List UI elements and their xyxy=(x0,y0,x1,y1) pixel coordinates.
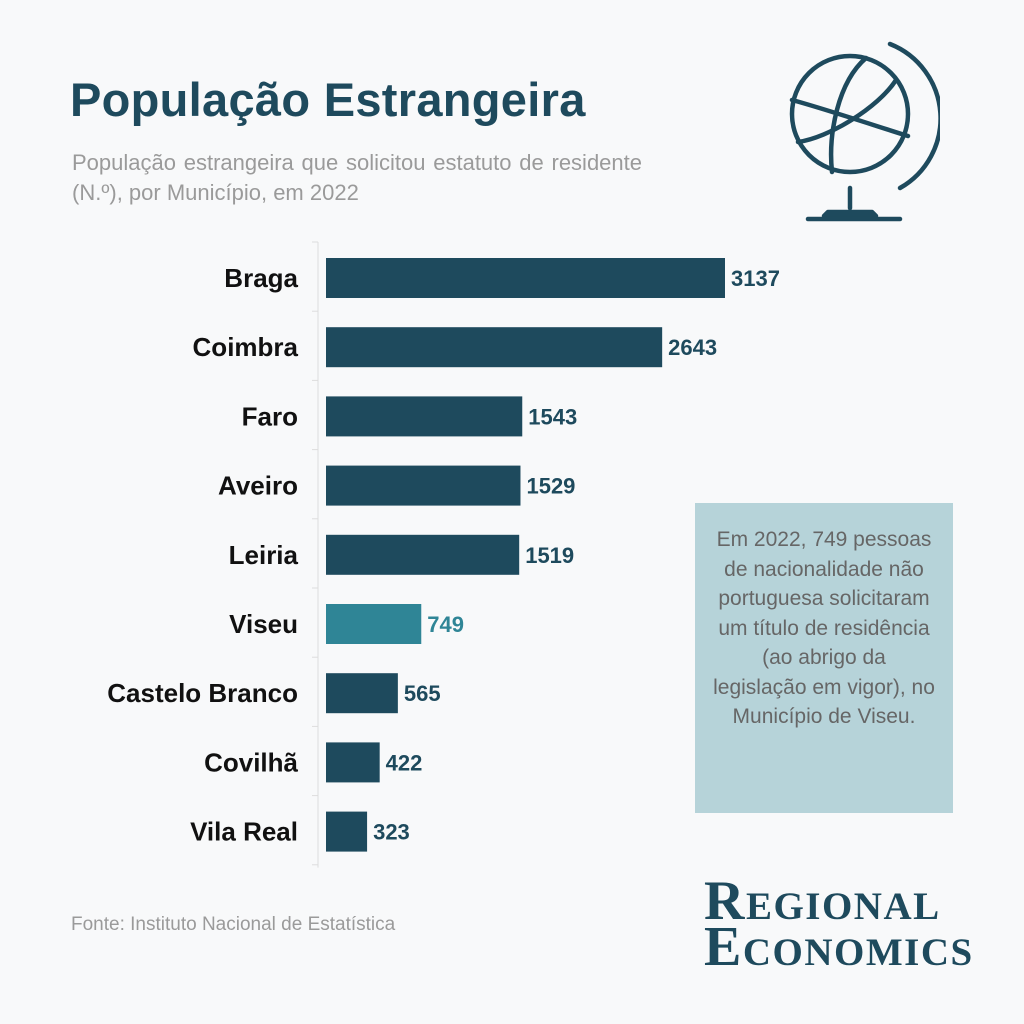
callout-box: Em 2022, 749 pessoas de nacionalidade nã… xyxy=(695,503,953,813)
bar-leiria xyxy=(326,534,520,575)
logo-line-1: Regional xyxy=(704,870,941,932)
bar-aveiro xyxy=(326,465,521,506)
category-label: Aveiro xyxy=(218,471,298,501)
data-label: 2643 xyxy=(668,335,717,360)
globe-icon xyxy=(789,41,940,222)
category-label: Braga xyxy=(224,263,298,293)
bar-vila-real xyxy=(326,811,368,852)
category-label: Vila Real xyxy=(190,817,298,847)
data-label: 749 xyxy=(427,612,464,637)
data-label: 1519 xyxy=(525,543,574,568)
chart-title: População Estrangeira xyxy=(70,73,586,126)
bar-covilhã xyxy=(326,742,380,783)
category-label: Viseu xyxy=(229,609,298,639)
category-label: Coimbra xyxy=(193,332,299,362)
bar-viseu xyxy=(326,604,422,644)
logo-line-2: Economics xyxy=(704,916,974,978)
data-label: 422 xyxy=(386,750,423,775)
data-label: 565 xyxy=(404,681,441,706)
data-label: 1529 xyxy=(526,474,575,499)
bar-braga xyxy=(326,258,725,298)
data-label: 1543 xyxy=(528,404,577,429)
data-label: 3137 xyxy=(731,266,780,291)
bar-castelo-branco xyxy=(326,673,398,714)
bar-faro xyxy=(326,396,523,437)
category-label: Leiria xyxy=(229,540,299,570)
bar-coimbra xyxy=(326,327,663,368)
category-label: Castelo Branco xyxy=(107,678,298,708)
source-note: Fonte: Instituto Nacional de Estatística xyxy=(71,914,396,935)
category-label: Covilhã xyxy=(204,747,298,777)
category-label: Faro xyxy=(242,401,298,431)
chart-subtitle: População estrangeira que solicitou esta… xyxy=(72,150,642,205)
brand-logo: Regional Economics xyxy=(704,870,974,978)
data-label: 323 xyxy=(373,820,410,845)
